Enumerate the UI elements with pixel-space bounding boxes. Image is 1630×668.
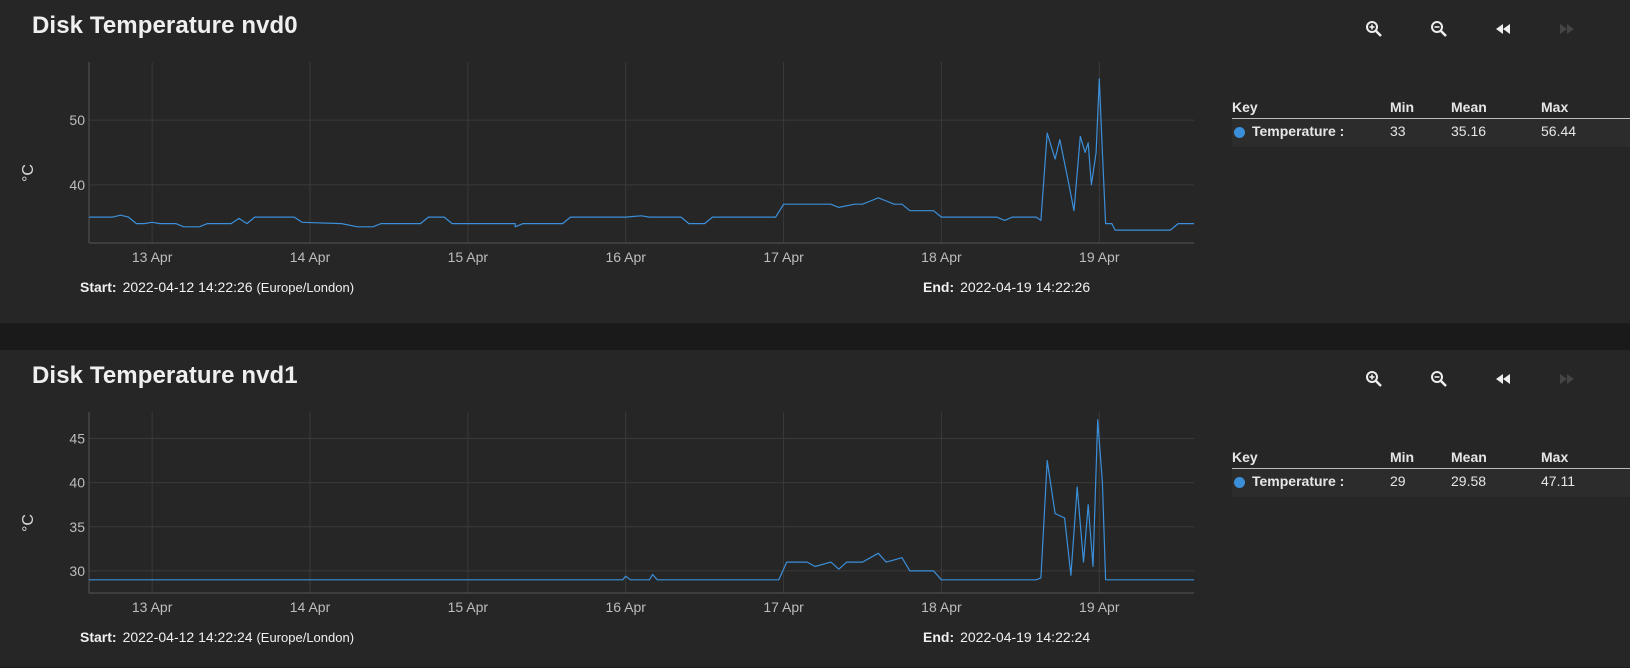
x-tick-label: 17 Apr	[763, 249, 804, 265]
legend-header-max: Max	[1541, 99, 1569, 115]
legend-min: 29	[1390, 473, 1406, 489]
end-label: End:	[923, 279, 955, 295]
legend-mean: 35.16	[1451, 123, 1487, 139]
x-tick-label: 18 Apr	[921, 599, 962, 615]
rewind-icon[interactable]	[1488, 364, 1518, 394]
x-tick-label: 15 Apr	[448, 249, 489, 265]
x-tick-label: 16 Apr	[605, 599, 646, 615]
end-range: End: 2022-04-19 14:22:26	[923, 279, 1090, 295]
timezone: (Europe/London)	[256, 630, 355, 645]
x-tick-label: 19 Apr	[1079, 599, 1120, 615]
timezone: (Europe/London)	[256, 280, 355, 295]
x-tick-label: 17 Apr	[763, 599, 804, 615]
chart-panel-nvd0: Disk Temperature nvd0 13 Apr 14 Apr 15 Apr…	[0, 0, 1630, 324]
legend-header-min: Min	[1390, 99, 1415, 115]
line-chart: 13 Apr 14 Apr 15 Apr 16 Apr 17 Apr 18 Apr 19 A…	[69, 412, 1194, 615]
legend-series-name: Temperature :	[1252, 473, 1345, 489]
zoom-out-icon[interactable]	[1424, 364, 1454, 394]
legend-header-min: Min	[1390, 449, 1415, 465]
x-tick-label: 13 Apr	[132, 249, 173, 265]
y-tick-label: 40	[69, 475, 85, 491]
legend-header-max: Max	[1541, 449, 1569, 465]
legend-header: Key Min Mean Max	[1232, 446, 1630, 469]
start-range: Start: 2022-04-12 14:22:24 (Europe/London…	[80, 629, 354, 645]
fast-forward-icon	[1552, 14, 1582, 44]
x-tick-label: 14 Apr	[290, 599, 331, 615]
y-tick-label: 40	[69, 177, 85, 193]
legend-min: 33	[1390, 123, 1406, 139]
zoom-in-icon[interactable]	[1359, 364, 1389, 394]
end-label: End:	[923, 629, 955, 645]
x-tick-label: 16 Apr	[605, 249, 646, 265]
legend-table: Key Min Mean Max Temperature : 29 29.58 …	[1232, 446, 1630, 497]
zoom-out-icon[interactable]	[1424, 14, 1454, 44]
start-value: 2022-04-12 14:22:24	[122, 629, 253, 645]
series-color-dot	[1234, 127, 1245, 138]
start-value: 2022-04-12 14:22:26	[122, 279, 253, 295]
x-tick-label: 18 Apr	[921, 249, 962, 265]
x-tick-label: 19 Apr	[1079, 249, 1120, 265]
legend-row[interactable]: Temperature : 33 35.16 56.44	[1232, 119, 1630, 147]
y-axis-label: °C	[19, 514, 37, 532]
y-tick-label: 45	[69, 430, 85, 446]
end-range: End: 2022-04-19 14:22:24	[923, 629, 1090, 645]
legend-header-mean: Mean	[1451, 449, 1487, 465]
series-color-dot	[1234, 477, 1245, 488]
y-tick-label: 35	[69, 519, 85, 535]
temperature-series-line	[89, 78, 1194, 231]
chart-title: Disk Temperature nvd0	[32, 12, 298, 39]
legend-header-mean: Mean	[1451, 99, 1487, 115]
legend-mean: 29.58	[1451, 473, 1487, 489]
legend-series-name: Temperature :	[1252, 123, 1345, 139]
y-axis-label: °C	[19, 164, 37, 182]
legend-header-key: Key	[1232, 449, 1258, 465]
start-label: Start:	[80, 279, 117, 295]
legend-header: Key Min Mean Max	[1232, 96, 1630, 119]
legend-max: 47.11	[1541, 473, 1575, 489]
legend-table: Key Min Mean Max Temperature : 33 35.16 …	[1232, 96, 1630, 147]
legend-max: 56.44	[1541, 123, 1577, 139]
start-range: Start: 2022-04-12 14:22:26 (Europe/London…	[80, 279, 354, 295]
line-chart: 13 Apr 14 Apr 15 Apr 16 Apr 17 Apr 18 Apr 19 A…	[69, 62, 1194, 265]
end-value: 2022-04-19 14:22:26	[960, 279, 1091, 295]
x-tick-label: 14 Apr	[290, 249, 331, 265]
x-tick-label: 13 Apr	[132, 599, 173, 615]
fast-forward-icon	[1552, 364, 1582, 394]
y-tick-label: 30	[69, 563, 85, 579]
chart-panel-nvd1: Disk Temperature nvd1 13 Apr 14 Apr 15 Apr…	[0, 350, 1630, 668]
y-tick-label: 50	[69, 112, 85, 128]
legend-row[interactable]: Temperature : 29 29.58 47.11	[1232, 469, 1630, 497]
rewind-icon[interactable]	[1488, 14, 1518, 44]
x-tick-label: 15 Apr	[448, 599, 489, 615]
chart-title: Disk Temperature nvd1	[32, 362, 298, 389]
legend-header-key: Key	[1232, 99, 1258, 115]
end-value: 2022-04-19 14:22:24	[960, 629, 1091, 645]
temperature-series-line	[89, 419, 1194, 581]
zoom-in-icon[interactable]	[1359, 14, 1389, 44]
start-label: Start:	[80, 629, 117, 645]
